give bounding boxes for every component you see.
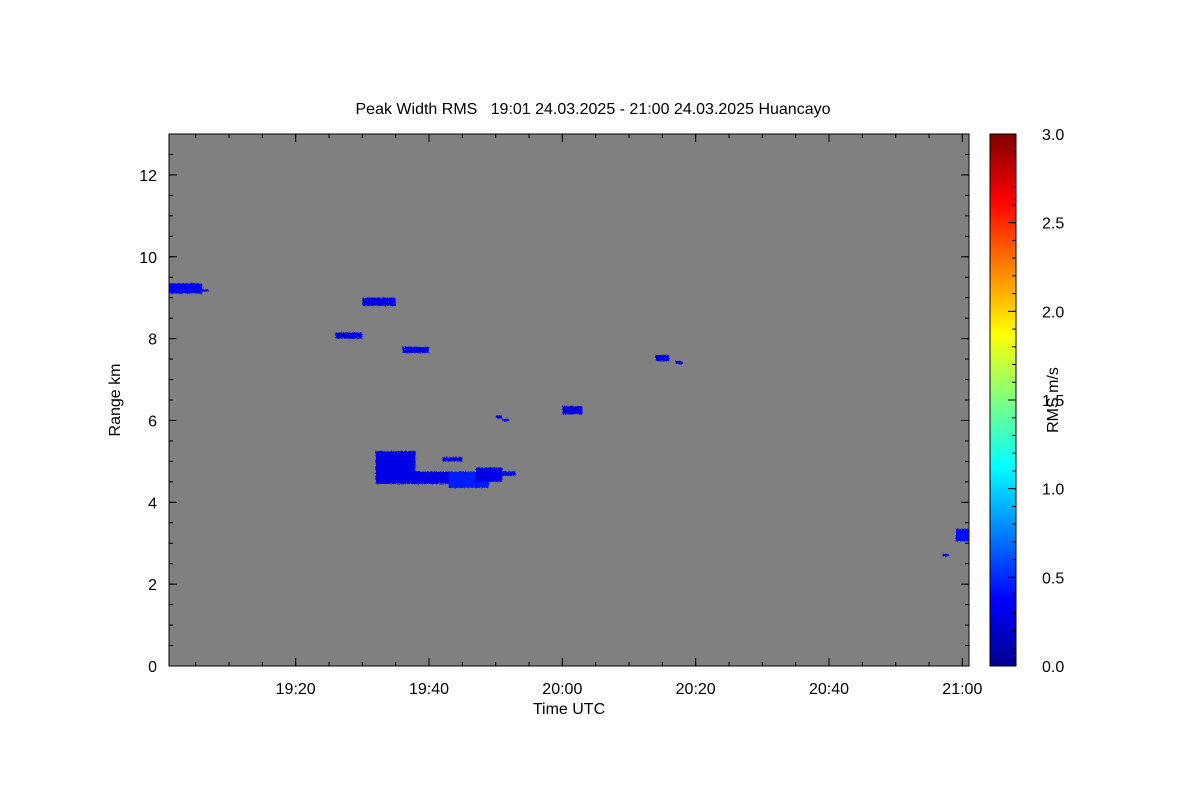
y-tick-label: 2 <box>148 577 157 594</box>
x-tick-label: 21:00 <box>942 681 982 698</box>
x-tick-label: 20:40 <box>809 681 849 698</box>
echo-patch <box>495 415 503 419</box>
colorbar-tick-label: 2.0 <box>1042 304 1064 321</box>
colorbar-tick-label: 1.0 <box>1042 482 1064 499</box>
x-axis-ticks: 19:20 19:40 20:00 20:20 20:40 21:00 <box>195 134 982 698</box>
x-tick-label: 20:20 <box>676 681 716 698</box>
echo-patch <box>502 418 509 422</box>
y-tick-label: 10 <box>139 250 157 267</box>
echo-patch <box>675 361 683 364</box>
colorbar-tick-label: 0.0 <box>1042 659 1064 676</box>
echo-patch <box>955 528 969 542</box>
echo-patch <box>402 346 429 353</box>
y-tick-label: 12 <box>139 168 157 185</box>
echo-patch <box>409 471 456 484</box>
echo-patch <box>502 471 516 476</box>
echo-patch <box>942 553 949 557</box>
chart-title: Peak Width RMS 19:01 24.03.2025 - 21:00 … <box>356 101 831 118</box>
x-tick-label: 19:40 <box>409 681 449 698</box>
echo-patch <box>655 354 669 362</box>
x-tick-label: 20:00 <box>542 681 582 698</box>
y-tick-label: 4 <box>148 495 157 512</box>
plot-area <box>169 134 969 666</box>
colorbar-tick-label: 0.5 <box>1042 570 1064 587</box>
echo-patch <box>442 457 463 462</box>
colorbar-ticks: 0.0 0.5 1.0 1.5 2.0 2.5 3.0 <box>1008 127 1064 676</box>
colorbar-tick-label: 1.5 <box>1042 393 1064 410</box>
colorbar-tick-label: 3.0 <box>1042 127 1064 144</box>
x-tick-label: 19:20 <box>276 681 316 698</box>
echo-patch <box>202 289 209 292</box>
echo-patch <box>362 297 396 306</box>
y-tick-label: 8 <box>148 332 157 349</box>
echo-patch <box>562 406 583 415</box>
echo-patch <box>475 467 503 482</box>
colorbar-tick-label: 2.5 <box>1042 216 1064 233</box>
y-tick-label: 0 <box>148 659 157 676</box>
x-axis-label: Time UTC <box>533 701 605 718</box>
y-axis-label: Range km <box>107 364 124 437</box>
colorbar-label: RMS m/s <box>1045 367 1062 433</box>
y-axis-ticks: 0 2 4 6 8 10 12 <box>139 133 969 676</box>
echo-patch <box>335 332 363 339</box>
echo-layer <box>169 283 969 557</box>
echo-patch <box>169 283 203 294</box>
y-tick-label: 6 <box>148 413 157 430</box>
